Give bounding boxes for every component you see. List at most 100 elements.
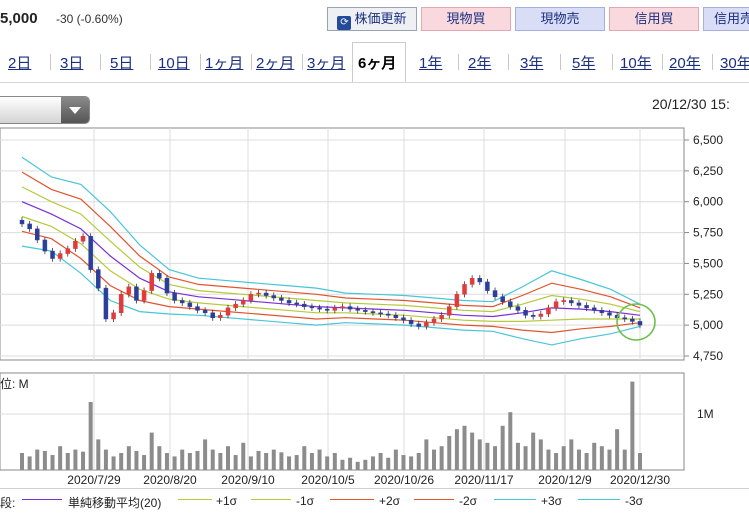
candle-body	[225, 307, 231, 316]
candle-body	[195, 306, 200, 311]
legend-item-minus2: -2σ	[459, 494, 478, 508]
volume-bar	[142, 455, 147, 470]
range-tab-10d[interactable]: 10日	[158, 55, 190, 72]
last-update-datetime: 20/12/30 15:	[652, 96, 730, 112]
legend-item-plus1: +1σ	[216, 494, 238, 508]
volume-bar	[103, 449, 108, 470]
candle-body	[462, 284, 467, 295]
range-tab-2m[interactable]: 2ヶ月	[256, 55, 295, 72]
volume-bar	[538, 439, 543, 470]
active-range-box	[352, 42, 406, 82]
price-tick-label: 6,500	[693, 133, 723, 147]
candle-body	[302, 303, 307, 307]
volume-bar	[332, 453, 337, 470]
candle-body	[637, 321, 643, 326]
volume-bar	[149, 432, 154, 470]
band-line	[21, 230, 641, 334]
range-tab-5d[interactable]: 5日	[110, 55, 134, 72]
volume-bar	[378, 453, 383, 470]
volume-bar	[126, 446, 131, 470]
range-tab-6m[interactable]: 6ヶ月	[358, 55, 397, 72]
x-axis-labels: 2020/7/29 2020/8/20 2020/9/10 2020/10/5 2020…	[67, 473, 670, 487]
chevron-down-icon[interactable]	[61, 97, 89, 123]
candle-body	[309, 306, 315, 309]
volume-bar	[401, 455, 406, 470]
candle-body	[401, 317, 406, 321]
candle-body	[508, 301, 513, 307]
volume-bar	[42, 450, 47, 470]
candle-body	[263, 292, 269, 296]
price-grid	[0, 128, 684, 360]
range-tab-20y[interactable]: 20年	[669, 55, 701, 72]
candle-body	[469, 277, 475, 285]
candle-body	[477, 277, 483, 283]
range-tab-3m[interactable]: 3ヶ月	[307, 55, 346, 72]
candle-body	[523, 310, 528, 316]
volume-bar	[515, 442, 520, 470]
cash-sell-button[interactable]: 現物売	[515, 7, 605, 31]
candle-body	[157, 273, 162, 279]
volume-bar	[111, 456, 116, 470]
candle-body	[416, 323, 421, 327]
legend-line-minus1	[251, 499, 291, 500]
price-change: -30 (-0.60%)	[56, 12, 123, 26]
update-price-button[interactable]: ⟳ 株価更新	[327, 7, 417, 31]
range-tab-2y[interactable]: 2年	[468, 55, 492, 72]
range-tab-1y[interactable]: 1年	[419, 55, 443, 72]
legend-item-ma: 単純移動平均(20)	[68, 496, 162, 510]
candle-body	[492, 290, 498, 298]
volume-bar	[210, 449, 215, 470]
volume-bar	[638, 453, 642, 470]
volume-bar	[325, 456, 330, 470]
candle-body	[515, 306, 521, 311]
legend-line-plus2	[330, 499, 374, 500]
x-tick-label: 2020/12/30	[610, 473, 670, 487]
indicator-select[interactable]	[0, 96, 90, 124]
legend-item-minus1: -1σ	[296, 494, 315, 508]
candle-body	[241, 300, 246, 305]
range-tab-2d[interactable]: 2日	[8, 55, 32, 72]
legend-line-minus2	[414, 499, 454, 500]
candle-body	[530, 315, 536, 317]
range-tab-3d[interactable]: 3日	[60, 55, 84, 72]
volume-bar	[576, 449, 581, 470]
candle-body	[340, 306, 345, 309]
candle-body	[50, 250, 55, 259]
volume-bar	[508, 412, 513, 470]
volume-bar	[195, 450, 200, 470]
margin-buy-button[interactable]: 信用買	[609, 7, 699, 31]
range-tab-3y[interactable]: 3年	[520, 55, 544, 72]
x-tick-label: 2020/7/29	[67, 473, 121, 487]
chart-legend: 段: 単純移動平均(20) +1σ -1σ +2σ -2σ +3σ -3σ	[0, 488, 749, 525]
candle-body	[622, 317, 627, 320]
candle-body	[88, 236, 93, 270]
candle-body	[500, 296, 505, 302]
margin-sell-button[interactable]: 信用売	[703, 7, 749, 31]
candle-body	[385, 313, 391, 316]
candle-body	[584, 305, 589, 309]
band-line	[21, 186, 641, 313]
range-tab-10y[interactable]: 10年	[620, 55, 652, 72]
range-tab-5y[interactable]: 5年	[572, 55, 596, 72]
volume-bar	[584, 453, 589, 470]
separator	[560, 54, 561, 70]
volume-bar	[363, 459, 368, 470]
candle-body	[202, 310, 208, 314]
x-tick-label: 2020/9/10	[221, 473, 275, 487]
candle-body	[57, 253, 63, 259]
x-tick-label: 2020/12/9	[538, 473, 592, 487]
candle-body	[591, 307, 597, 311]
volume-bar	[317, 449, 322, 470]
range-tab-1m[interactable]: 1ヶ月	[205, 55, 244, 72]
band-line	[21, 201, 641, 318]
cash-buy-button[interactable]: 現物買	[421, 7, 511, 31]
x-tick-label: 2020/11/17	[454, 473, 513, 487]
range-tab-30y[interactable]: 30年	[720, 55, 749, 72]
volume-bar	[622, 449, 627, 470]
volume-bar	[470, 432, 475, 470]
volume-bar	[493, 446, 498, 470]
candle-body	[42, 239, 48, 252]
candle-body	[538, 313, 544, 317]
separator	[712, 54, 713, 70]
candle-body	[179, 300, 185, 304]
